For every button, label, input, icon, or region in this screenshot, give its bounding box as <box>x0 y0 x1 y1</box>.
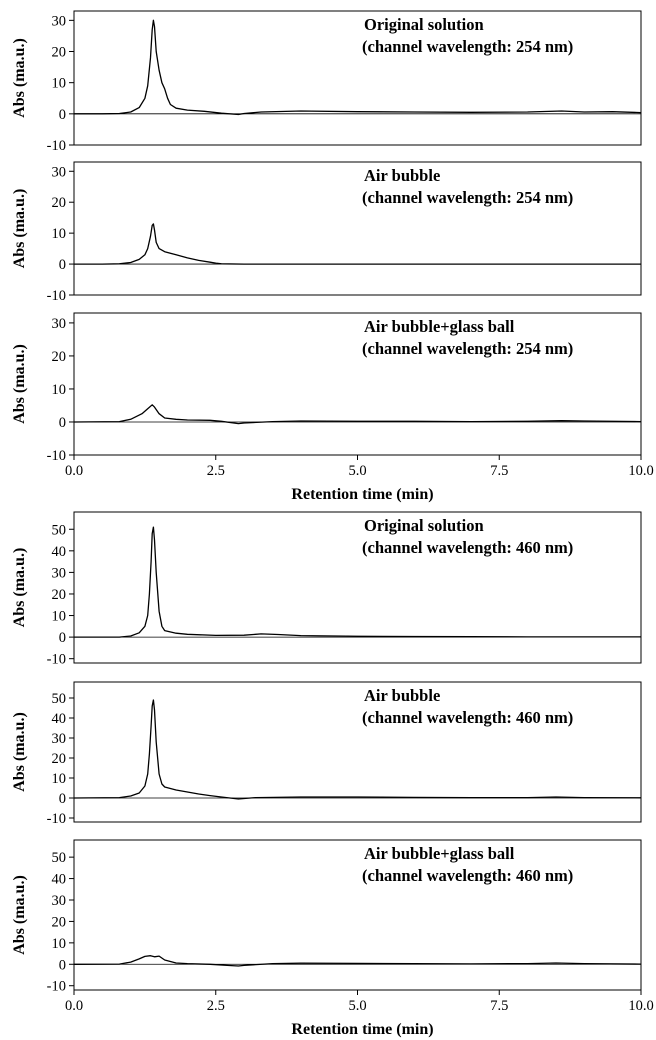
x-tick-label: 7.5 <box>490 463 508 479</box>
y-tick-label: 10 <box>52 771 67 787</box>
y-tick-label: 50 <box>52 850 67 866</box>
y-tick-label: 10 <box>52 382 67 398</box>
y-tick-label: 0 <box>59 257 66 273</box>
y-tick-label: 0 <box>59 107 66 123</box>
panel-title-line-2: (channel wavelength: 460 nm) <box>362 708 573 727</box>
y-tick-label: 30 <box>52 164 67 180</box>
plot-frame <box>73 312 642 456</box>
chromatogram-trace <box>74 526 641 638</box>
y-axis-label: Abs (ma.u.) <box>11 548 28 628</box>
chart-panel-3: -10 0 10 20 30 0.0 2.5 5.0 7.5 10.0 Air bubble+gla… <box>11 312 654 503</box>
chart-panel-5: -10 0 10 20 30 40 50 Air bubble (channel wavelen… <box>11 681 642 827</box>
y-tick-label: -10 <box>47 448 66 464</box>
y-tick-label: 40 <box>52 872 67 888</box>
y-tick-label: 20 <box>52 195 67 211</box>
y-tick-label: 50 <box>52 522 67 538</box>
y-tick-label: -10 <box>47 652 66 668</box>
plot-frame <box>73 681 642 823</box>
y-tick-label: -10 <box>47 288 66 304</box>
x-axis-label: Retention time (min) <box>291 1021 433 1038</box>
y-tick-label: 20 <box>52 349 67 365</box>
x-tick-label: 7.5 <box>490 998 508 1014</box>
y-tick-label: 30 <box>52 565 67 581</box>
x-tick-label: 0.0 <box>65 463 83 479</box>
y-tick-label: 10 <box>52 609 67 625</box>
panel-title-line-2: (channel wavelength: 254 nm) <box>362 188 573 207</box>
panel-title-line-2: (channel wavelength: 460 nm) <box>362 538 573 557</box>
panel-title-line-1: Air bubble <box>364 166 440 185</box>
y-tick-label: 0 <box>59 957 66 973</box>
x-tick-label: 0.0 <box>65 998 83 1014</box>
y-tick-label: 30 <box>52 316 67 332</box>
y-axis-label: Abs (ma.u.) <box>11 712 28 792</box>
y-tick-label: 0 <box>59 415 66 431</box>
y-axis-label: Abs (ma.u.) <box>11 875 28 955</box>
y-axis-label: Abs (ma.u.) <box>11 38 28 118</box>
x-tick-label: 10.0 <box>628 463 653 479</box>
x-axis-label: Retention time (min) <box>291 486 433 503</box>
chart-panel-2: -10 0 10 20 30 Air bubble (channel wavelength:… <box>11 161 642 304</box>
chart-panel-6: -10 0 10 20 30 40 50 0.0 2.5 5.0 7.5 10.0 Air bubble… <box>11 839 654 1038</box>
plot-frame <box>73 10 642 146</box>
y-tick-label: 20 <box>52 45 67 61</box>
x-tick-label: 2.5 <box>207 998 225 1014</box>
y-axis-label: Abs (ma.u.) <box>11 344 28 424</box>
y-tick-label: 30 <box>52 13 67 29</box>
chromatogram-trace <box>73 404 642 425</box>
plot-frame <box>73 839 642 991</box>
chromatogram-trace <box>73 955 642 967</box>
panel-title-line-2: (channel wavelength: 460 nm) <box>362 866 573 885</box>
chromatogram-trace <box>74 223 641 265</box>
y-tick-label: 0 <box>59 791 66 807</box>
chromatogram-trace <box>74 19 642 116</box>
panel-title-line-1: Air bubble+glass ball <box>364 844 515 863</box>
plot-frame <box>73 161 642 296</box>
panel-title-line-1: Air bubble+glass ball <box>364 317 515 336</box>
panel-title-line-2: (channel wavelength: 254 nm) <box>362 339 573 358</box>
y-axis-label: Abs (ma.u.) <box>11 189 28 269</box>
y-tick-label: 50 <box>52 691 67 707</box>
y-tick-label: 20 <box>52 751 67 767</box>
x-tick-label: 2.5 <box>207 463 225 479</box>
panel-title-line-1: Original solution <box>364 516 484 535</box>
panel-title-line-1: Air bubble <box>364 686 440 705</box>
x-tick-label: 5.0 <box>348 463 366 479</box>
y-tick-label: 40 <box>52 544 67 560</box>
plot-frame <box>73 511 642 664</box>
chart-panel-4: -10 0 10 20 30 40 50 Original solution (channel … <box>11 511 642 668</box>
y-tick-label: -10 <box>47 138 66 154</box>
panel-title-line-1: Original solution <box>364 15 484 34</box>
y-tick-label: 0 <box>59 630 66 646</box>
chart-panel-1: -10 0 10 20 30 Original solution (channel wave… <box>11 10 642 154</box>
x-tick-label: 5.0 <box>348 998 366 1014</box>
x-tick-label: 10.0 <box>628 998 653 1014</box>
y-tick-label: 10 <box>52 936 67 952</box>
y-tick-label: 10 <box>52 76 67 92</box>
panel-title-line-2: (channel wavelength: 254 nm) <box>362 37 573 56</box>
chromatogram-trace <box>73 699 642 800</box>
y-tick-label: 20 <box>52 914 67 930</box>
y-tick-label: -10 <box>47 979 66 995</box>
y-tick-label: -10 <box>47 811 66 827</box>
y-tick-label: 20 <box>52 587 67 603</box>
y-tick-label: 30 <box>52 893 67 909</box>
y-tick-label: 10 <box>52 226 67 242</box>
y-tick-label: 40 <box>52 711 67 727</box>
y-tick-label: 30 <box>52 731 67 747</box>
